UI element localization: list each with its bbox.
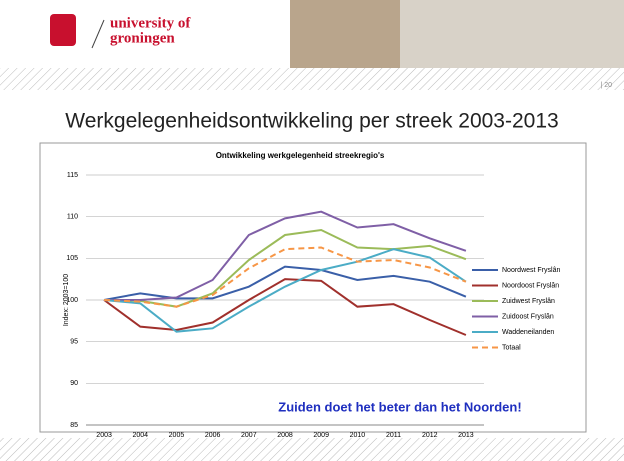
- chart-title: Ontwikkeling werkgelegenheid streekregio…: [216, 151, 385, 160]
- slide-title: Werkgelegenheidsontwikkeling per streek …: [65, 110, 558, 133]
- logo-text: groningen: [110, 30, 175, 46]
- series-line: [103, 265, 467, 301]
- x-tick-label: 2012: [422, 432, 438, 439]
- y-tick-label: 95: [70, 339, 78, 346]
- y-axis-label: Index: 2003=100: [63, 274, 70, 326]
- y-tick-label: 90: [70, 380, 78, 387]
- x-tick-label: 2009: [313, 432, 329, 439]
- series-line: [104, 210, 467, 301]
- x-tick-label: 2013: [458, 432, 474, 439]
- legend-label: Zuidwest Fryslân: [502, 298, 555, 305]
- logo-text: university of: [110, 15, 191, 31]
- legend-label: Noordwest Fryslân: [502, 267, 560, 274]
- series-line: [104, 246, 467, 308]
- x-tick-label: 2010: [350, 432, 366, 439]
- y-tick-label: 85: [70, 422, 78, 429]
- photo: [400, 0, 624, 68]
- page-number: | 20: [600, 82, 612, 89]
- series-line: [103, 278, 467, 336]
- annotation: Zuiden doet het beter dan het Noorden!: [278, 399, 521, 414]
- stripe: [0, 438, 624, 461]
- legend-label: Zuidoost Fryslân: [502, 313, 554, 320]
- y-tick-label: 100: [66, 297, 78, 304]
- x-tick-label: 2005: [169, 432, 185, 439]
- x-tick-label: 2011: [386, 432, 401, 439]
- y-tick-label: 105: [66, 255, 78, 262]
- logo-shield: [50, 14, 76, 46]
- y-tick-label: 110: [67, 214, 78, 221]
- x-tick-label: 2003: [96, 432, 112, 439]
- legend-label: Waddeneilanden: [502, 329, 554, 336]
- series-line: [103, 248, 467, 333]
- x-tick-label: 2008: [277, 432, 293, 439]
- x-tick-label: 2004: [132, 432, 148, 439]
- x-tick-label: 2006: [205, 432, 221, 439]
- chart-frame: [39, 142, 587, 433]
- logo-slash: [91, 19, 105, 49]
- stripe: [0, 68, 624, 90]
- legend-label: Noordoost Fryslân: [502, 282, 559, 289]
- x-tick-label: 2007: [241, 432, 257, 439]
- y-tick-label: 115: [67, 172, 78, 179]
- legend-label: Totaal: [502, 344, 521, 351]
